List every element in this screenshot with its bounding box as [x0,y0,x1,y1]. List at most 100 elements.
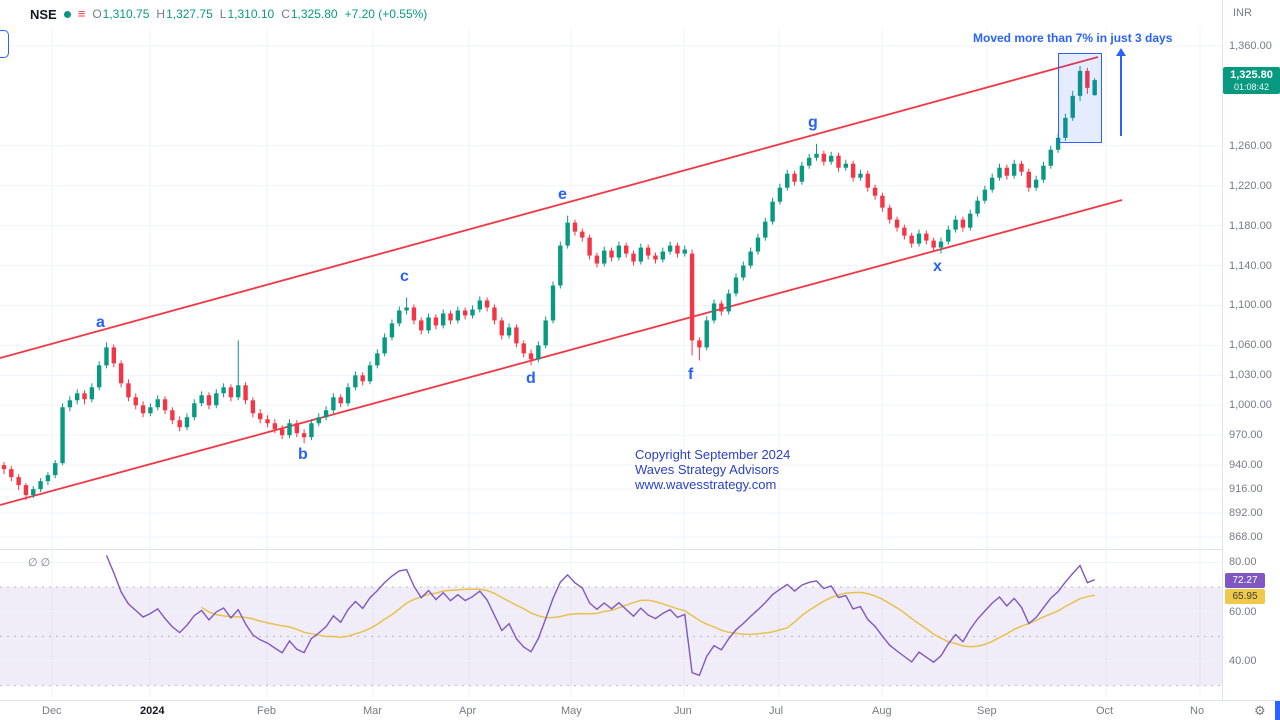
rsi-ma-value-badge: 65.95 [1225,589,1265,604]
candle-body [82,393,87,400]
candle-body [777,187,783,202]
symbol-name[interactable]: NSE [30,6,57,22]
candle-body [441,313,446,326]
candle-body [170,410,175,421]
copyright-watermark: Copyright September 2024 Waves Strategy … [635,447,790,492]
candle-body [565,222,570,246]
candle-body [16,477,21,486]
candle-body [258,413,263,420]
lower-channel-line[interactable] [0,199,1123,506]
badge-countdown: 01:08:42 [1233,82,1270,92]
candle-body [997,167,1002,178]
candle-body [909,235,914,244]
rsi-tick-label: 40.00 [1229,655,1257,667]
candle-body [521,343,526,354]
candle-body [1026,171,1031,188]
candle-body [1063,117,1068,138]
wave-label-c[interactable]: c [400,268,409,285]
candle-body [536,345,541,360]
candle-body [236,385,241,398]
candlestick-chart[interactable] [0,0,1222,549]
candle-body [916,233,922,244]
settings-gear-icon[interactable]: ⚙ [1254,703,1266,718]
wave-label-d[interactable]: d [526,370,536,387]
candle-body [23,485,29,496]
candle-body [111,347,116,364]
candle-body [301,433,307,438]
rsi-chart[interactable] [0,550,1222,698]
candle-body [887,207,892,220]
candle-body [199,395,204,404]
candle-body [1011,163,1017,176]
candle-body [1055,137,1061,150]
candle-body [1041,165,1046,180]
price-tick-label: 916.00 [1229,483,1263,496]
candle-body [514,327,519,344]
candle-body [938,241,944,248]
candle-body [455,310,461,321]
copyright-line: www.wavesstrategy.com [635,477,777,492]
candle-body [309,423,314,438]
time-tick-label: No [1190,705,1205,717]
badge-price: 1,325.80 [1230,69,1273,81]
wave-label-f[interactable]: f [688,366,694,383]
price-tick-label: 970.00 [1229,429,1263,442]
time-tick-label: Feb [257,705,276,717]
candle-body [865,173,870,188]
candle-body [60,407,65,464]
wave-label-b[interactable]: b [298,446,308,463]
time-tick-label: Mar [363,705,382,717]
price-chart-pane[interactable]: a b c d e f g x Moved more than 7% in just 3 da… [0,0,1222,549]
time-tick-label: Dec [42,705,62,717]
candle-body [931,240,936,248]
highlight-box[interactable] [1058,53,1102,143]
candle-body [682,249,687,254]
wave-label-x[interactable]: x [933,258,942,275]
ohlc-high: H1,327.75 [156,7,213,21]
rsi-ma-line [201,588,1095,648]
candle-body [631,253,636,262]
candle-body [594,255,600,264]
candle-body [1092,80,1097,96]
candle-body [221,387,226,394]
wave-label-a[interactable]: a [96,314,105,331]
rsi-tick-label: 60.00 [1229,605,1257,618]
candle-body [660,251,665,260]
candle-body [872,187,878,196]
candle-body [748,251,753,266]
candle-body [9,469,14,478]
candle-body [214,393,219,406]
candle-body [155,399,160,408]
candle-body [609,250,614,258]
time-tick-label: Jul [769,705,784,717]
candle-body [404,307,409,311]
rsi-pane[interactable]: ∅ ∅ [0,550,1222,698]
candle-body [653,255,658,260]
candle-body [975,200,980,214]
pane-divider[interactable] [0,549,1280,550]
candle-body [543,320,548,346]
price-axis[interactable]: INR 1,360.00 1,260.00 1,220.00 1,180.00 1,14… [1222,0,1280,700]
candle-body [53,463,58,476]
candle-body [843,163,848,168]
price-tick-label: 1,180.00 [1229,219,1272,232]
annotation-text[interactable]: Moved more than 7% in just 3 days [973,31,1173,45]
time-tick-label: Sep [977,705,997,717]
time-axis[interactable]: Dec 2024 Feb Mar Apr May Jun Jul Aug Sep Oct No ⚙ [0,700,1280,720]
wave-label-g[interactable]: g [808,114,818,131]
time-tick-label: May [561,705,582,717]
upper-channel-line[interactable] [0,56,1099,359]
rsi-line [105,555,1095,677]
up-arrow-annotation[interactable] [1116,48,1126,136]
candle-body [902,227,907,236]
candle-body [206,395,212,406]
candle-body [1,465,7,470]
wave-label-e[interactable]: e [558,186,567,203]
price-tick-label: 1,360.00 [1229,39,1272,52]
candle-body [426,317,431,331]
candle-body [953,219,958,230]
source-icon[interactable]: ≡ [77,6,86,21]
candle-body [433,317,439,326]
corner-accent [1275,701,1280,720]
